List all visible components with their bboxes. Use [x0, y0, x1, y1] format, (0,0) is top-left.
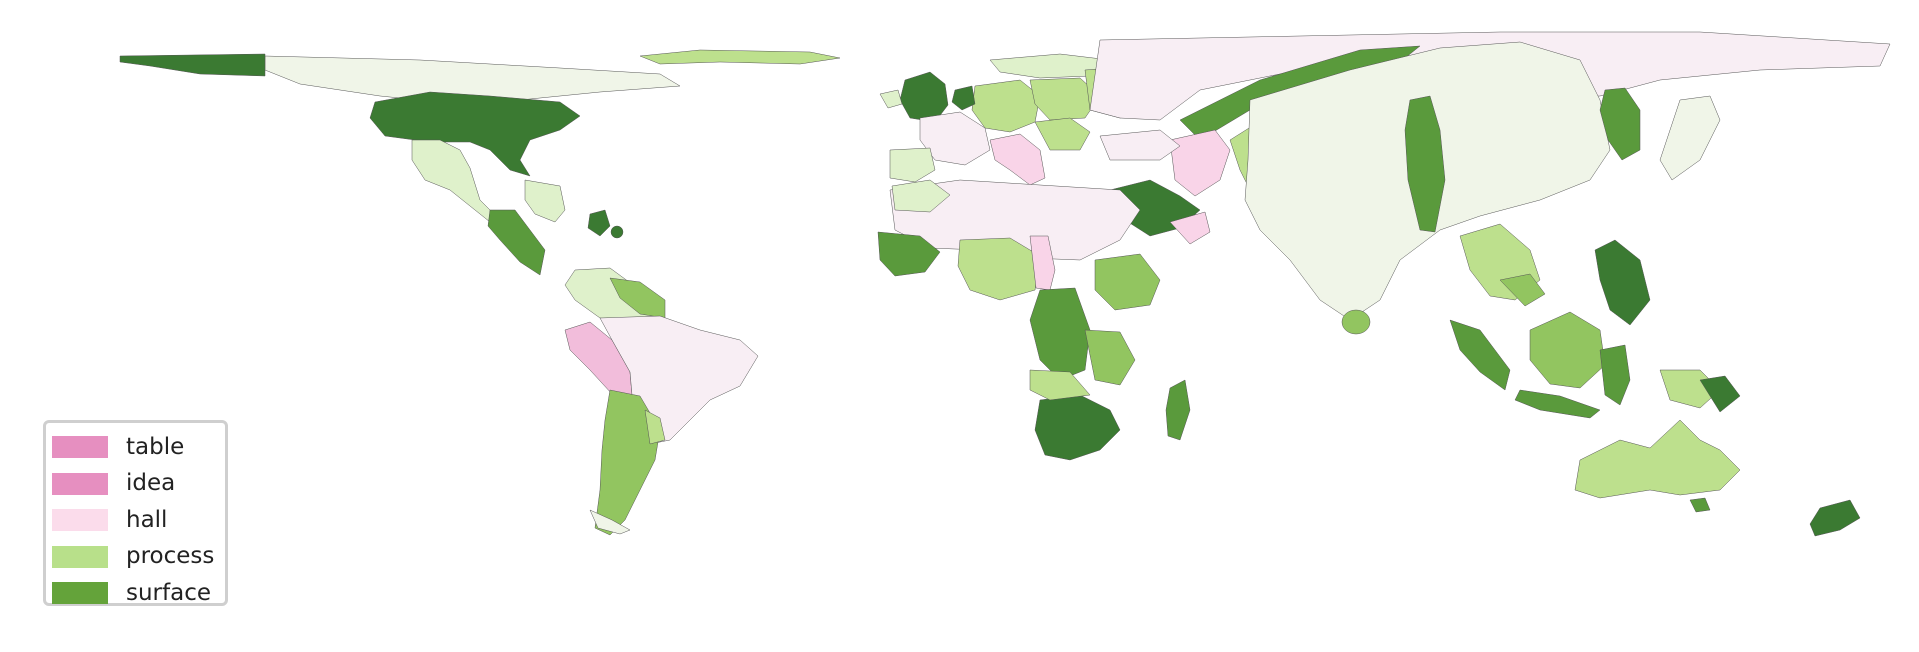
chile-region [644, 409, 666, 445]
morocco-region [891, 179, 951, 213]
legend-label: process [126, 543, 215, 570]
alaska-region [119, 53, 266, 77]
tasmania-region [1689, 497, 1711, 513]
legend-item: table [52, 429, 225, 466]
legend-item: hall [52, 502, 225, 539]
philippines-region [1594, 239, 1651, 326]
iberia-region [889, 147, 936, 183]
central-america-region [524, 179, 566, 223]
madagascar-region [1165, 379, 1191, 441]
java-region [1514, 389, 1601, 419]
sumatra-region [1449, 319, 1511, 391]
central-europe-region [1029, 77, 1101, 121]
sri-lanka-region [1341, 309, 1371, 335]
west-africa-region [877, 231, 941, 277]
legend-label: surface [126, 579, 212, 606]
australia-region [1574, 419, 1741, 499]
usa-west-region [411, 139, 501, 223]
sulawesi-region [1599, 344, 1631, 406]
korea-region [1599, 87, 1641, 161]
legend-label: hall [126, 506, 168, 533]
benelux-region [951, 85, 976, 111]
legend-item: process [52, 539, 225, 576]
caribbean-region [587, 209, 611, 237]
vietnam-region [1499, 273, 1546, 307]
caribbean-island [610, 225, 624, 239]
angola-region [1029, 369, 1091, 401]
legend-swatch [52, 436, 108, 459]
east-africa-region [1084, 329, 1136, 386]
legend-swatch [52, 472, 108, 495]
borneo-region [1529, 311, 1606, 389]
canada-region [369, 91, 581, 177]
japan-region [1659, 95, 1721, 181]
papua-region [1699, 375, 1741, 413]
nigeria-region [957, 237, 1041, 301]
arctic-islands-region [639, 49, 841, 65]
tierra-del-fuego-region [589, 509, 631, 535]
legend-label: table [126, 433, 185, 460]
balkans-region [1034, 117, 1091, 151]
france-region [919, 111, 991, 166]
uk-region [899, 71, 949, 123]
legend-label: idea [126, 470, 176, 497]
brazil-region [599, 315, 759, 445]
italy-region [989, 133, 1046, 186]
legend-swatch [52, 509, 108, 532]
mexico-region [487, 209, 546, 276]
congo-region [1029, 287, 1091, 381]
ethiopia-region [1094, 253, 1161, 311]
legend: table idea hall process surface [43, 420, 228, 606]
southern-africa-region [1034, 394, 1121, 461]
legend-swatch [52, 545, 108, 568]
turkey-region [1099, 129, 1181, 161]
germany-region [971, 79, 1041, 133]
yemen-region [1169, 211, 1211, 245]
greenland-region [264, 55, 681, 103]
legend-item: surface [52, 575, 225, 612]
iran-region [1169, 129, 1231, 197]
iceland-region [879, 89, 903, 109]
legend-swatch [52, 582, 108, 605]
china-strip-region [1404, 95, 1446, 233]
sudan-strip-region [1029, 235, 1056, 291]
new-zealand-region [1809, 499, 1861, 537]
legend-item: idea [52, 466, 225, 503]
